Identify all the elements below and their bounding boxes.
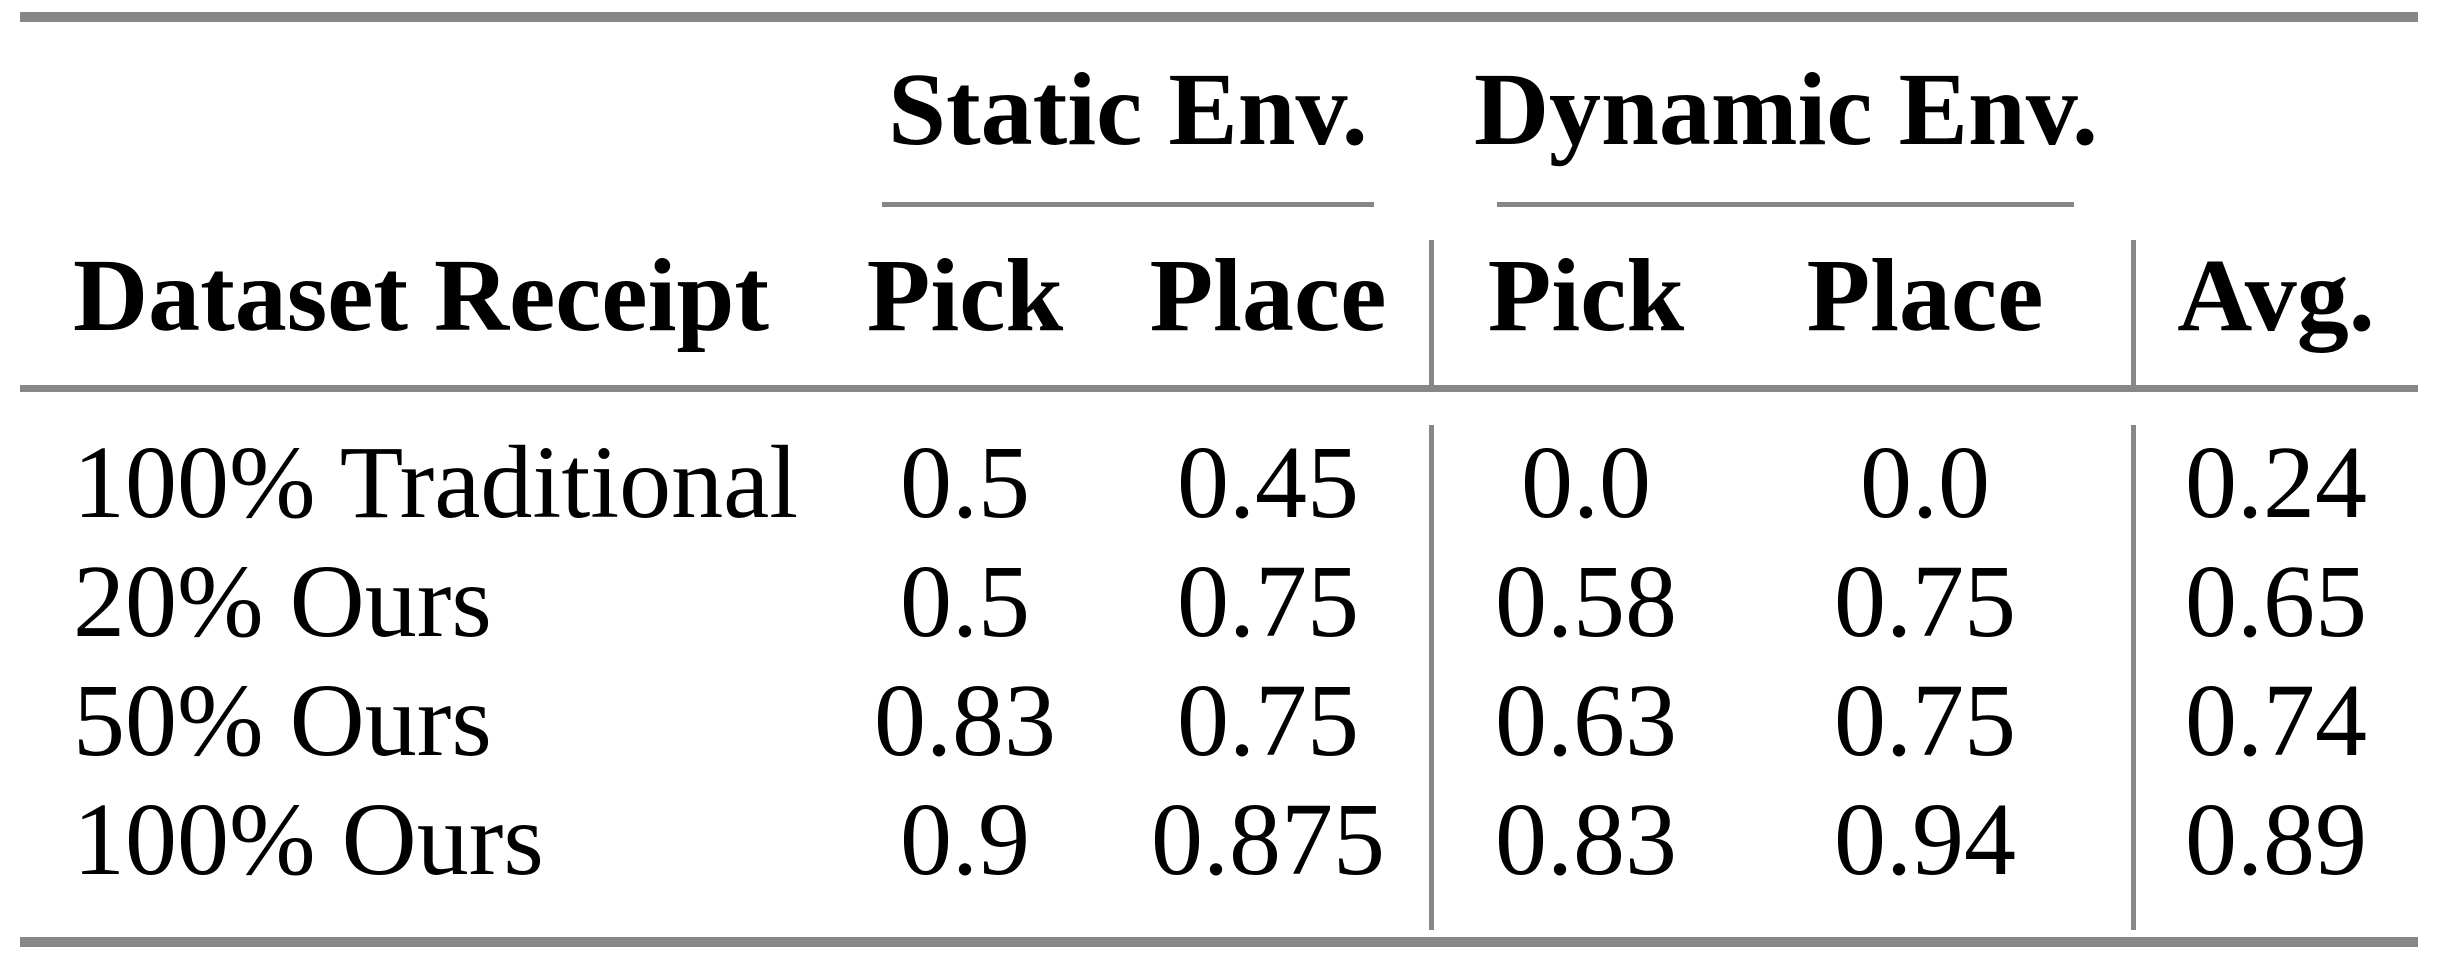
column-header-static-pick: Pick (866, 238, 1064, 353)
column-header-avg: Avg. (2177, 238, 2375, 353)
row-label: 50% Ours (73, 663, 492, 778)
row-label: 100% Ours (73, 782, 544, 897)
row-label: 100% Traditional (73, 425, 799, 540)
cell-value: 0.75 (1834, 544, 2016, 659)
cell-value: 0.94 (1834, 782, 2016, 897)
column-header-dynamic-place: Place (1806, 238, 2044, 353)
column-header-dynamic-pick: Pick (1487, 238, 1685, 353)
column-header-dataset-receipt: Dataset Receipt (73, 238, 769, 353)
dynamic-group-underline (1497, 202, 2074, 207)
bottom-rule (20, 937, 2418, 947)
cell-value: 0.75 (1834, 663, 2016, 778)
cell-value: 0.89 (2185, 782, 2367, 897)
cell-value: 0.83 (874, 663, 1056, 778)
cell-value: 0.0 (1860, 425, 1990, 540)
group-header-static-env: Static Env. (888, 52, 1368, 167)
static-group-underline (882, 202, 1374, 207)
mid-rule (20, 385, 2418, 392)
cell-value: 0.74 (2185, 663, 2367, 778)
cell-value: 0.65 (2185, 544, 2367, 659)
column-header-static-place: Place (1149, 238, 1387, 353)
cell-value: 0.5 (900, 425, 1030, 540)
cell-value: 0.58 (1495, 544, 1677, 659)
cell-value: 0.875 (1151, 782, 1385, 897)
cell-value: 0.75 (1177, 663, 1359, 778)
group-header-dynamic-env: Dynamic Env. (1473, 52, 2099, 167)
header-vline-right (2131, 240, 2136, 385)
cell-value: 0.0 (1521, 425, 1651, 540)
cell-value: 0.63 (1495, 663, 1677, 778)
cell-value: 0.75 (1177, 544, 1359, 659)
cell-value: 0.9 (900, 782, 1030, 897)
cell-value: 0.24 (2185, 425, 2367, 540)
header-vline-left (1429, 240, 1434, 385)
body-vline-right (2131, 425, 2136, 930)
body-vline-left (1429, 425, 1434, 930)
cell-value: 0.83 (1495, 782, 1677, 897)
top-rule (20, 12, 2418, 22)
cell-value: 0.45 (1177, 425, 1359, 540)
row-label: 20% Ours (73, 544, 492, 659)
cell-value: 0.5 (900, 544, 1030, 659)
